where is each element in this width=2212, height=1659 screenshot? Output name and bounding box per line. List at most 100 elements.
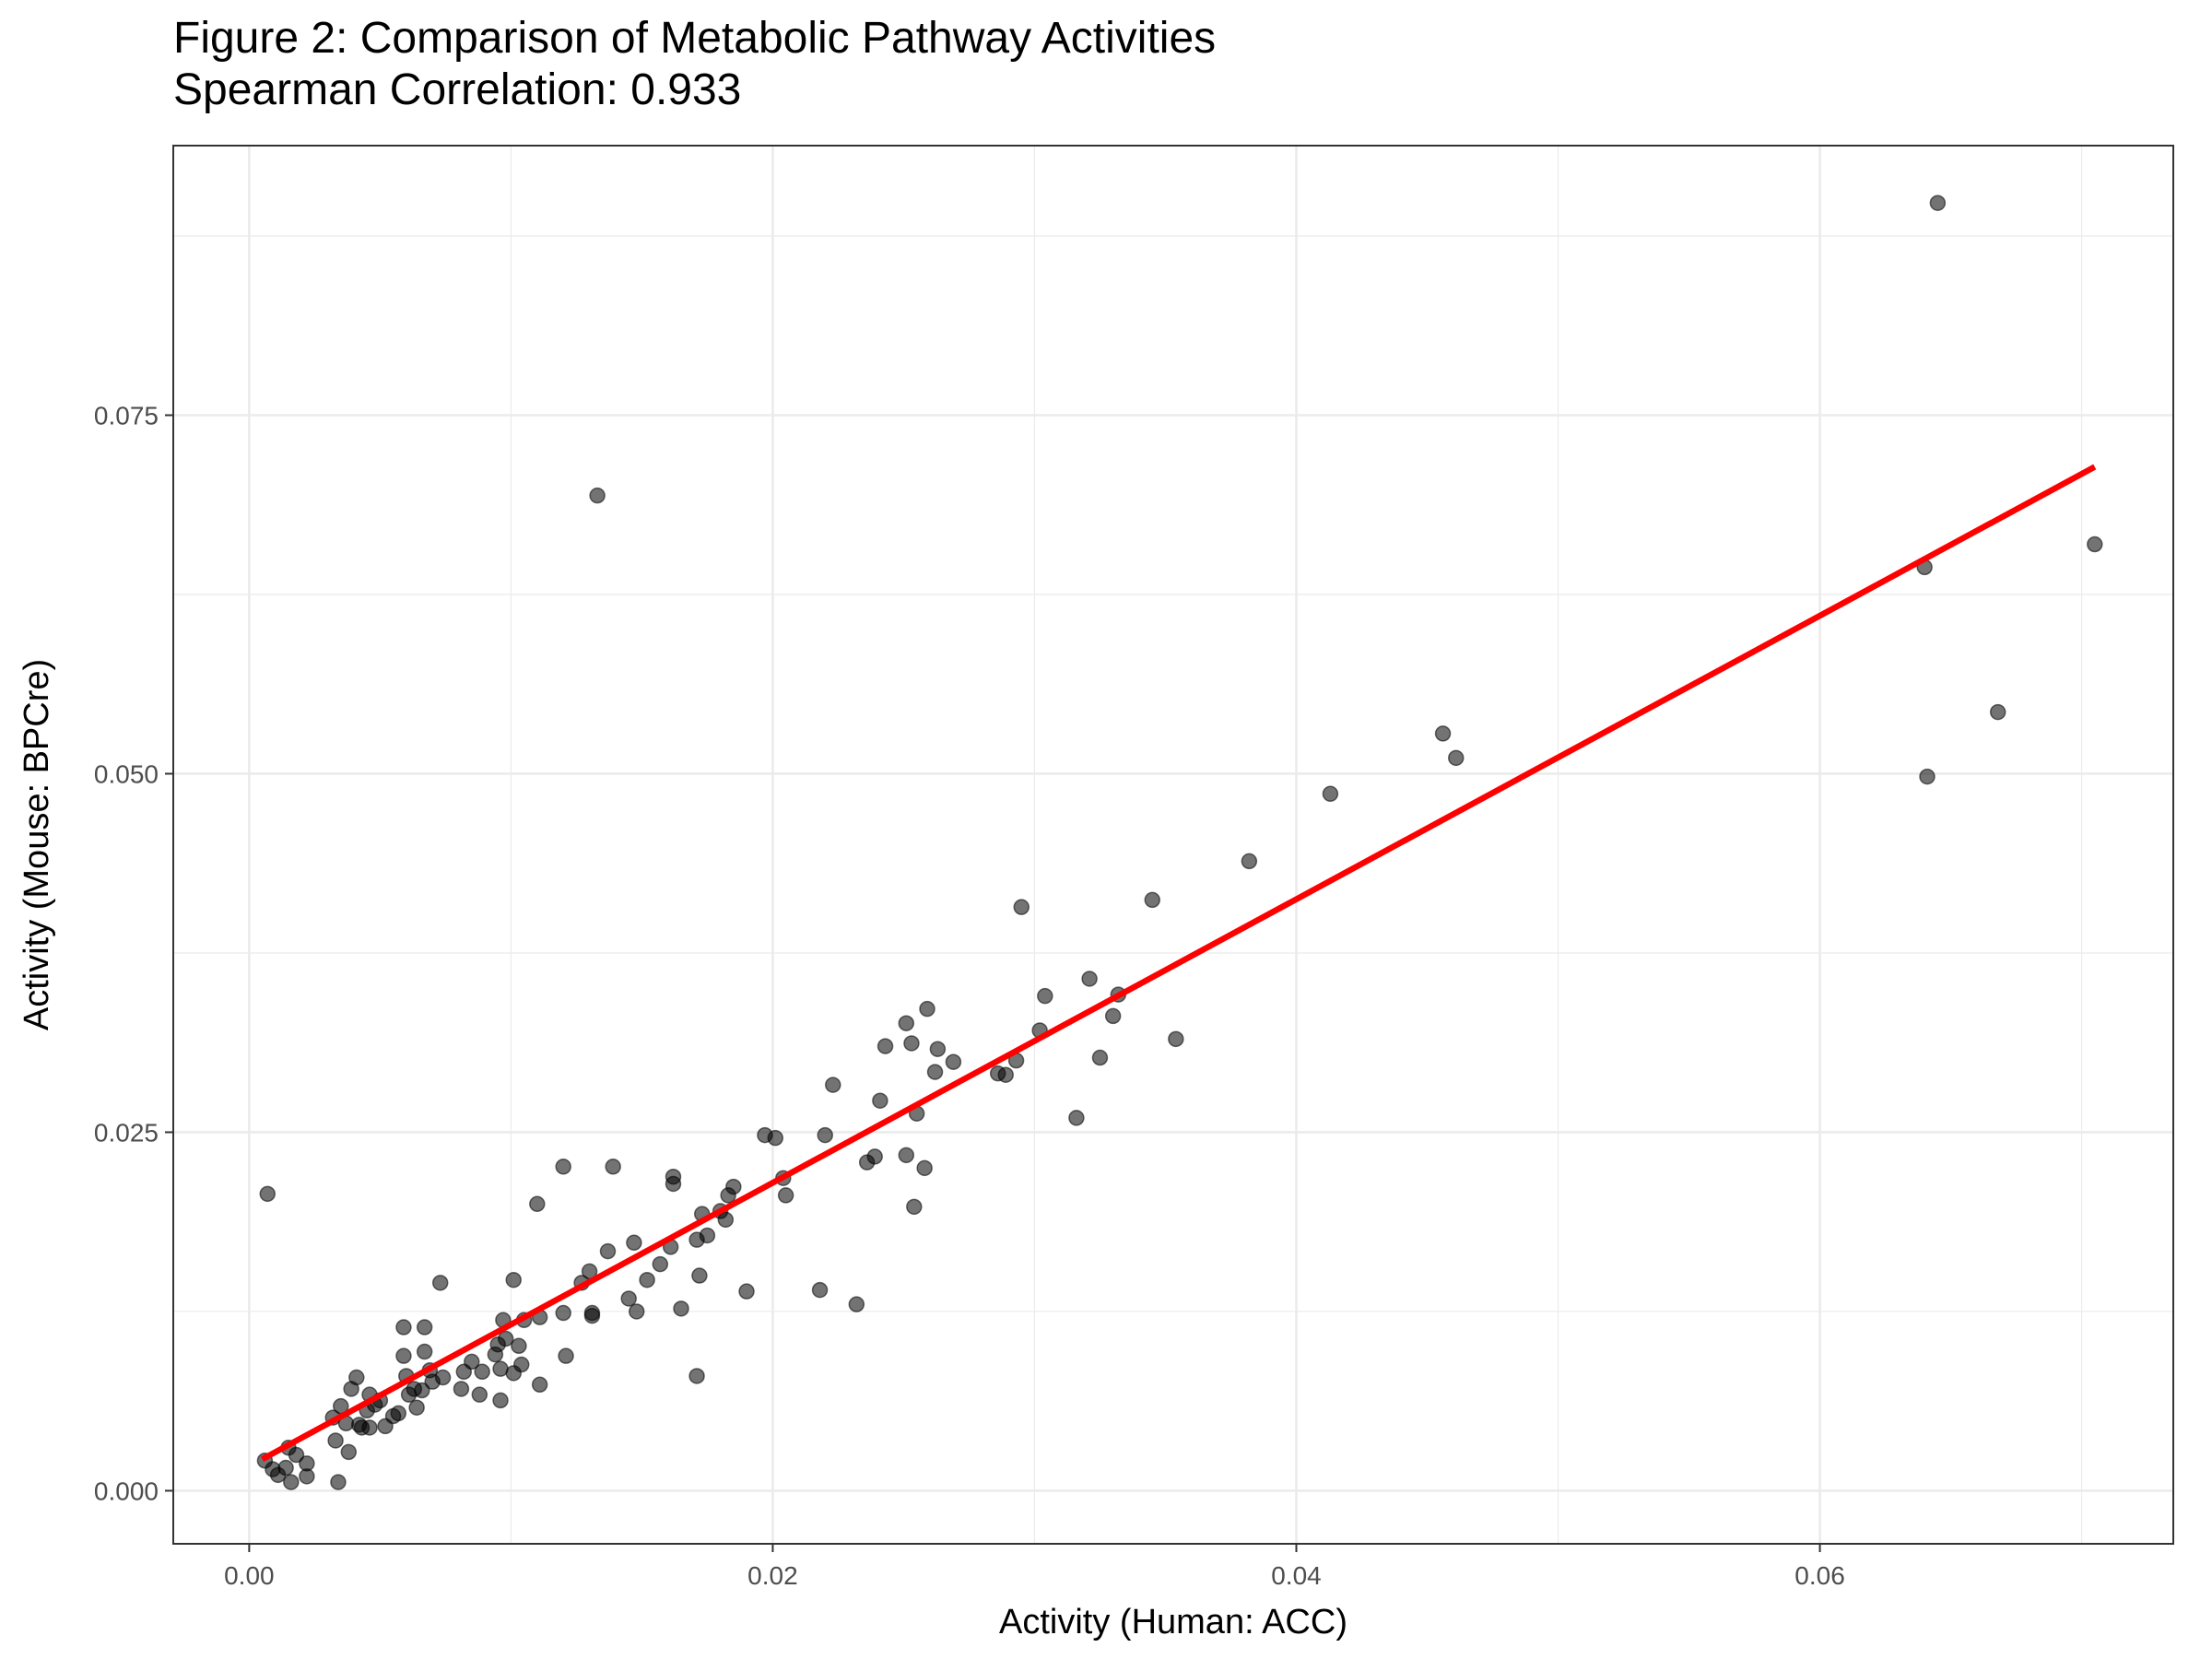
- data-point: [497, 1330, 514, 1347]
- data-point: [626, 1234, 642, 1252]
- data-point: [665, 1168, 682, 1185]
- data-point: [1929, 194, 1947, 211]
- data-point: [1241, 853, 1258, 870]
- minor-gridlines: [173, 146, 2173, 1544]
- data-point: [1168, 1030, 1184, 1048]
- data-point: [1144, 891, 1161, 909]
- data-point: [589, 487, 606, 504]
- data-point: [416, 1343, 433, 1360]
- data-point: [652, 1255, 669, 1273]
- data-point: [699, 1227, 716, 1244]
- data-point: [531, 1376, 548, 1394]
- y-tick-label: 0.000: [94, 1477, 159, 1505]
- data-point: [395, 1319, 412, 1335]
- data-point: [945, 1053, 962, 1070]
- data-point: [555, 1304, 571, 1322]
- data-point: [620, 1290, 637, 1307]
- data-point: [471, 1386, 488, 1403]
- data-point: [738, 1283, 755, 1300]
- chart-title: Figure 2: Comparison of Metabolic Pathwa…: [173, 14, 1217, 63]
- data-point: [929, 1041, 947, 1057]
- data-point: [639, 1271, 655, 1288]
- data-point: [872, 1092, 888, 1109]
- data-point: [898, 1015, 915, 1031]
- data-point: [717, 1211, 735, 1229]
- data-point: [898, 1147, 915, 1164]
- data-point: [434, 1369, 452, 1386]
- data-point: [906, 1198, 923, 1216]
- data-point: [259, 1185, 276, 1203]
- data-point: [817, 1126, 833, 1144]
- data-point: [599, 1242, 617, 1260]
- data-point: [866, 1148, 883, 1165]
- data-point: [558, 1347, 574, 1364]
- data-point: [2087, 535, 2103, 553]
- data-point: [1037, 987, 1053, 1005]
- data-point: [361, 1419, 378, 1436]
- data-point: [474, 1363, 490, 1381]
- data-point: [916, 1159, 933, 1177]
- data-point: [767, 1129, 784, 1147]
- data-point: [1434, 725, 1452, 742]
- data-point: [903, 1035, 920, 1052]
- data-point: [464, 1353, 480, 1371]
- y-tick-label: 0.075: [94, 402, 159, 430]
- data-point: [877, 1038, 894, 1054]
- data-point: [1091, 1049, 1109, 1066]
- data-point: [673, 1300, 689, 1317]
- data-point: [1081, 971, 1098, 987]
- data-point: [390, 1405, 407, 1422]
- data-point: [327, 1432, 344, 1449]
- data-point: [1013, 899, 1030, 915]
- data-point: [555, 1159, 571, 1175]
- data-point: [997, 1066, 1014, 1083]
- y-tick-label: 0.025: [94, 1118, 159, 1147]
- data-point: [605, 1159, 621, 1175]
- data-point: [811, 1281, 829, 1299]
- data-point: [1104, 1007, 1122, 1025]
- data-point: [408, 1399, 425, 1416]
- data-point: [416, 1319, 433, 1335]
- y-axis: 0.000 0.025 0.050 0.075: [94, 402, 173, 1505]
- x-tick-label: 0.04: [1271, 1561, 1322, 1590]
- data-point: [492, 1392, 509, 1409]
- data-point: [688, 1368, 705, 1384]
- data-point: [395, 1347, 412, 1364]
- data-point: [926, 1064, 944, 1080]
- data-point: [1322, 785, 1339, 803]
- data-point: [505, 1271, 522, 1288]
- chart-subtitle: Spearman Correlation: 0.933: [173, 65, 742, 114]
- panel-border: [172, 145, 2174, 1545]
- data-point: [340, 1443, 358, 1461]
- data-point: [583, 1304, 601, 1322]
- data-point: [288, 1446, 305, 1464]
- data-point: [283, 1474, 300, 1490]
- major-gridlines: [173, 146, 2173, 1544]
- data-point: [453, 1381, 470, 1397]
- data-point: [299, 1455, 315, 1472]
- x-axis-title: Activity (Human: ACC): [999, 1603, 1347, 1641]
- data-point: [1989, 703, 2006, 721]
- data-point: [848, 1296, 865, 1312]
- y-tick-label: 0.050: [94, 759, 159, 788]
- data-point: [628, 1303, 645, 1320]
- data-point: [919, 1000, 935, 1018]
- data-point: [691, 1267, 708, 1284]
- x-tick-label: 0.00: [224, 1561, 275, 1590]
- data-point: [1068, 1110, 1085, 1126]
- data-point: [330, 1474, 347, 1490]
- data-point: [511, 1337, 527, 1355]
- data-point: [414, 1382, 430, 1399]
- x-tick-label: 0.02: [747, 1561, 798, 1590]
- y-axis-title: Activity (Mouse: BPCre): [18, 659, 56, 1030]
- data-points: [256, 194, 2103, 1490]
- data-point: [431, 1275, 449, 1291]
- data-point: [529, 1195, 546, 1213]
- x-tick-label: 0.06: [1794, 1561, 1845, 1590]
- data-point: [348, 1369, 365, 1386]
- data-point: [277, 1459, 294, 1477]
- data-point: [777, 1187, 794, 1204]
- data-point: [825, 1077, 841, 1093]
- data-point: [1448, 749, 1465, 767]
